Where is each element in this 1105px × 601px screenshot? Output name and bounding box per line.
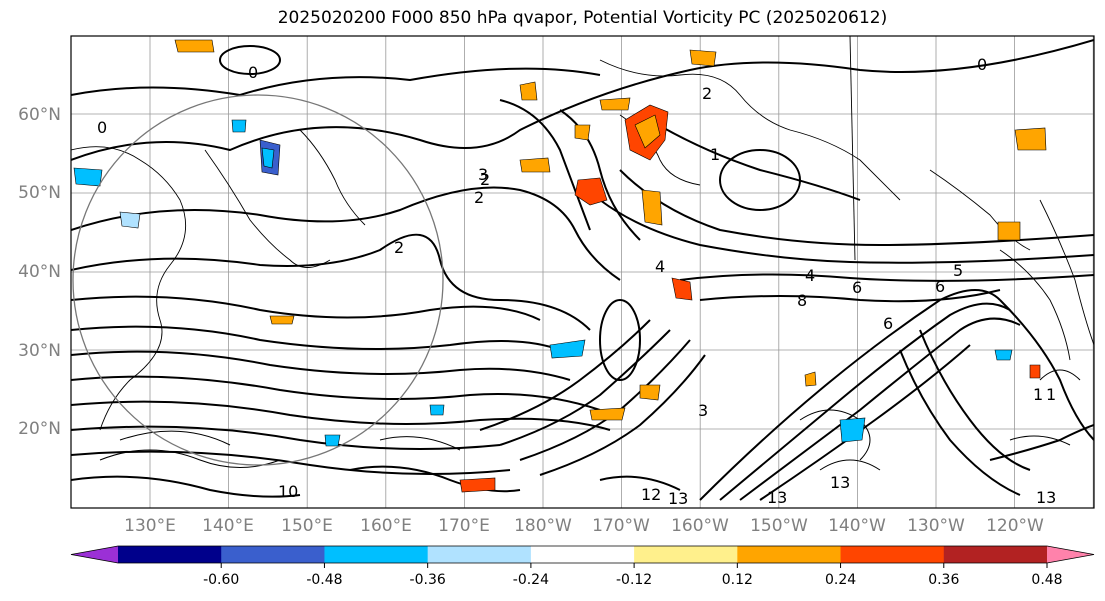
colorbar-tick-label: -0.60 [203,572,239,588]
colorbar-tick-label: -0.24 [513,572,549,588]
colorbar-tick-label: -0.12 [616,572,652,588]
contour-labels: 0 0 0 2 2 1 2 2 4 4 6 8 6 5 6 1 3 3 1 12… [97,55,1056,508]
contour-label: 4 [655,257,665,276]
qvapor-fills [73,39,1047,493]
map-frame [70,35,1095,509]
contour-label: 0 [97,118,107,137]
contour-label: 2 [480,170,490,189]
colorbar-segment [221,546,325,563]
contour-label: 12 [641,485,661,504]
pv-contours [71,39,1094,501]
colorbar-tick-label: 0.48 [1031,572,1062,588]
lon-label: 150°W [750,516,808,536]
contour-label: 2 [702,84,712,103]
contour-label: 6 [852,278,862,297]
contour-label: 3 [698,401,708,420]
lon-label: 170°W [592,516,650,536]
colorbar [70,545,1095,564]
colorbar-ticks: -0.60 -0.48 -0.36 -0.24 -0.12 0.12 0.24 0.36 0.4… [203,563,1063,588]
colorbar-tick-label: 0.36 [928,572,959,588]
contour-label: 1 [710,145,720,164]
colorbar-segment [840,546,945,563]
lat-label: 40°N [18,262,61,282]
contour-label: 5 [953,261,963,280]
contour-label: 8 [797,291,807,310]
colorbar-outline [70,545,1095,564]
colorbar-tick-label: -0.48 [306,572,342,588]
latitude-labels: 60°N 50°N 40°N 30°N 20°N [18,105,61,439]
contour-label: 1 [1033,385,1043,404]
lat-label: 30°N [18,341,61,361]
colorbar-tick-label: 0.24 [825,572,856,588]
contour-label: 6 [883,314,893,333]
gridlines [71,36,1094,508]
region-circle [72,94,444,466]
lat-label: 20°N [18,419,61,439]
contour-label: 2 [394,238,404,257]
lon-label: 120°W [986,516,1044,536]
colorbar-extend-high [1047,546,1094,563]
colorbar-segment [943,546,1048,563]
contour-label: 13 [668,489,688,508]
plot-title: 2025020200 F000 850 hPa qvapor, Potentia… [277,8,888,28]
contour-label: 13 [830,473,850,492]
colorbar-segment [737,546,842,563]
lon-label: 180°W [514,516,572,536]
colorbar-segment [530,546,635,563]
lon-label: 130°E [124,516,176,536]
coastlines [71,36,1094,431]
contour-label: 13 [1036,488,1056,507]
contour-label: 10 [278,482,298,501]
lat-label: 60°N [18,105,61,125]
colorbar-segment [634,546,738,563]
contour-label: 2 [474,188,484,207]
lon-label: 140°E [202,516,254,536]
contour-label: 0 [248,63,258,82]
colorbar-tick-label: 0.12 [722,572,753,588]
longitude-labels: 130°E 140°E 150°E 160°E 170°E 180°W 170°… [124,516,1044,536]
colorbar-segment [324,546,429,563]
lon-label: 160°E [360,516,412,536]
lat-label: 50°N [18,183,61,203]
contour-label: 3 [478,165,488,184]
colorbar-extend-low [71,546,118,563]
lon-label: 130°W [907,516,965,536]
contour-label: 0 [977,55,987,74]
colorbar-segment [427,546,532,563]
lon-label: 140°W [828,516,886,536]
colorbar-segment [118,546,222,563]
contour-label: 1 [1046,385,1056,404]
lon-label: 150°E [281,516,333,536]
lon-label: 170°E [438,516,490,536]
lon-label: 160°W [671,516,729,536]
contour-label: 4 [805,266,815,285]
contour-label: 6 [935,277,945,296]
contour-label: 13 [767,488,787,507]
colorbar-tick-label: -0.36 [410,572,446,588]
